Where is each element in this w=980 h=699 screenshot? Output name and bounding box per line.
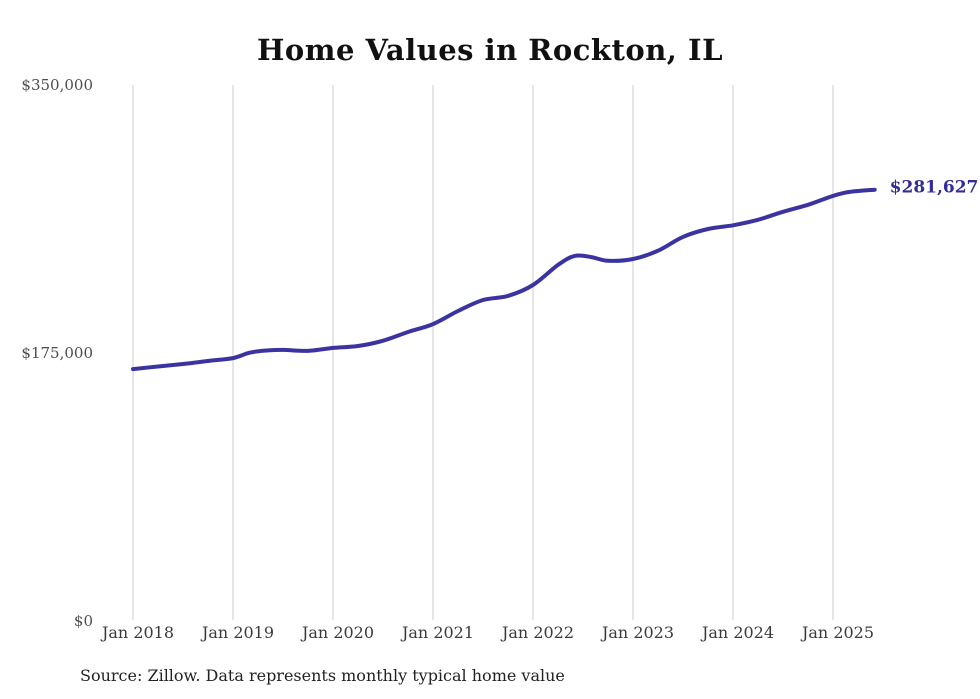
y-tick-label-0: $0	[74, 612, 93, 630]
x-tick-label-2020: Jan 2020	[300, 623, 374, 642]
x-tick-label-2022: Jan 2022	[500, 623, 574, 642]
x-tick-label-2018: Jan 2018	[100, 623, 174, 642]
end-value-label: $281,627	[890, 178, 979, 198]
x-tick-label-2024: Jan 2024	[700, 623, 774, 642]
x-tick-label-2021: Jan 2021	[400, 623, 474, 642]
home-value-line	[131, 187, 877, 372]
y-tick-label-175000: $175,000	[21, 344, 93, 362]
source-note: Source: Zillow. Data represents monthly …	[80, 666, 565, 685]
x-tick-label-2025: Jan 2025	[800, 623, 874, 642]
x-tick-label-2019: Jan 2019	[200, 623, 274, 642]
chart-title: Home Values in Rockton, IL	[257, 33, 723, 67]
y-tick-label-350000: $350,000	[21, 76, 93, 94]
x-tick-label-2023: Jan 2023	[600, 623, 674, 642]
